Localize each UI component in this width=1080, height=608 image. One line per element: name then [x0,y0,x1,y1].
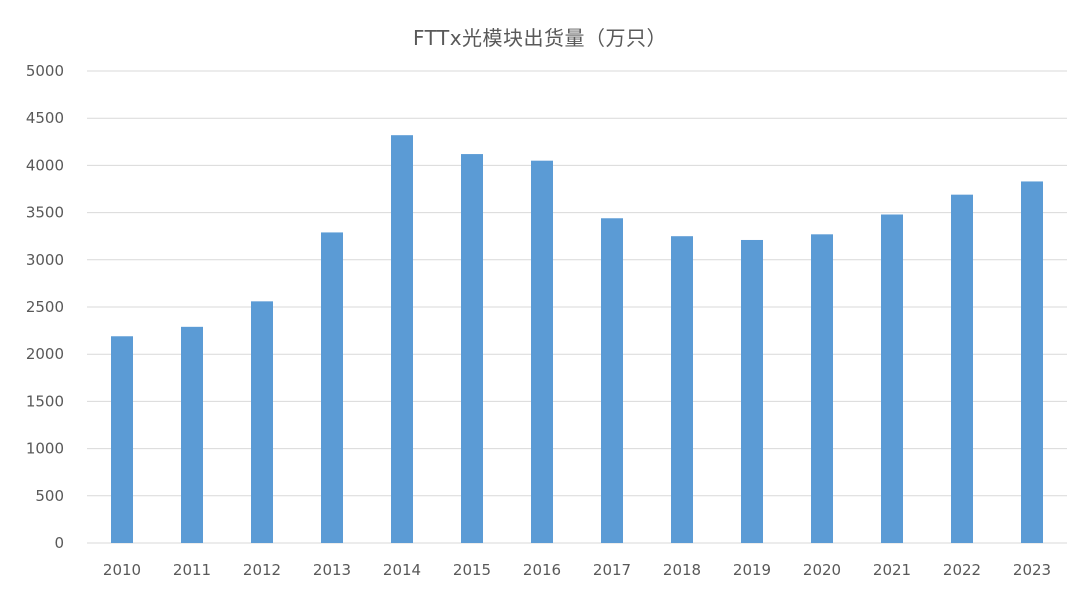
y-tick-label: 2500 [26,298,64,316]
x-tick-label: 2022 [943,561,981,579]
bar-2012 [251,301,273,543]
bar-2016 [531,160,553,543]
bar-2014 [391,135,413,543]
bar-2017 [601,218,623,543]
x-tick-label: 2018 [663,561,701,579]
bar-2023 [1021,181,1043,543]
x-tick-label: 2017 [593,561,631,579]
y-tick-label: 1500 [26,392,64,410]
y-tick-label: 5000 [26,62,64,80]
bar-2010 [111,336,133,543]
bar-2013 [321,232,343,543]
y-tick-label: 1000 [26,440,64,458]
bar-2022 [951,194,973,543]
x-tick-label: 2014 [383,561,421,579]
bar-2015 [461,154,483,543]
x-tick-label: 2012 [243,561,281,579]
x-tick-label: 2023 [1013,561,1051,579]
bar-2019 [741,239,763,543]
chart-title: FTTx光模块出货量（万只） [412,26,668,50]
x-tick-label: 2021 [873,561,911,579]
y-tick-label: 3000 [26,251,64,269]
x-tick-label: 2010 [103,561,141,579]
bar-2021 [881,214,903,543]
y-tick-label: 500 [35,487,64,505]
x-tick-label: 2019 [733,561,771,579]
y-tick-label: 4000 [26,156,64,174]
bar-2018 [671,236,693,543]
bar-2011 [181,326,203,543]
x-tick-label: 2016 [523,561,561,579]
gridlines [87,70,1067,544]
y-axis-ticks: 0 500 1000 1500 2000 2500 3000 3500 4000 4500 5000 [26,62,64,552]
x-axis-ticks: 2010 2011 2012 2013 2014 2015 2016 2017 2018 2019… [103,561,1051,579]
bars [111,135,1043,543]
y-tick-label: 4500 [26,109,64,127]
bar-2020 [811,234,833,543]
y-tick-label: 0 [54,534,64,552]
y-tick-label: 3500 [26,204,64,222]
x-tick-label: 2015 [453,561,491,579]
y-tick-label: 2000 [26,345,64,363]
x-tick-label: 2011 [173,561,211,579]
x-tick-label: 2020 [803,561,841,579]
x-tick-label: 2013 [313,561,351,579]
